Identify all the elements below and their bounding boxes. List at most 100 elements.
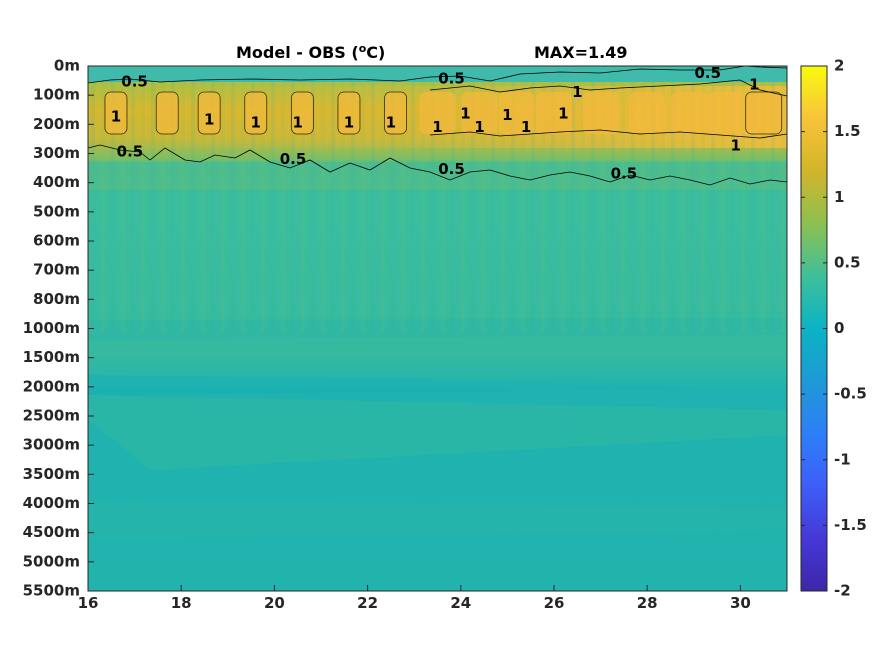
streak bbox=[591, 82, 595, 332]
colorbar-tick-label: 0 bbox=[834, 319, 844, 337]
streak bbox=[381, 82, 385, 332]
colorbar-ticks: 2 1.5 1 0.5 0 -0.5 -1 -1.5 -2 bbox=[801, 57, 867, 600]
streak bbox=[711, 82, 715, 332]
y-tick-label: 800m bbox=[33, 290, 80, 308]
streak bbox=[651, 82, 655, 332]
streak bbox=[761, 82, 765, 332]
contour-label: 0.5 bbox=[121, 73, 148, 91]
streak bbox=[241, 82, 245, 332]
contour-label: 0.5 bbox=[438, 160, 465, 178]
streak bbox=[341, 82, 345, 332]
x-tick-label: 28 bbox=[637, 594, 658, 612]
y-tick-label: 100m bbox=[33, 86, 80, 104]
contour-label: 1 bbox=[521, 118, 531, 136]
x-tick-label: 24 bbox=[450, 594, 471, 612]
colorbar-tick-label: -1 bbox=[834, 450, 851, 468]
y-tick-label: 3000m bbox=[23, 436, 80, 454]
warm-core bbox=[498, 92, 535, 134]
y-tick-label: 1000m bbox=[23, 319, 80, 337]
streak bbox=[741, 82, 745, 332]
streak bbox=[751, 82, 755, 332]
streak bbox=[161, 82, 165, 332]
warm-core bbox=[671, 92, 708, 134]
contour-0.5-lower bbox=[87, 144, 788, 186]
streak bbox=[331, 82, 335, 332]
contour-label: 1 bbox=[292, 113, 302, 131]
streak bbox=[151, 82, 155, 332]
streak bbox=[451, 82, 455, 332]
streak bbox=[701, 82, 705, 332]
streak bbox=[111, 82, 115, 332]
streak bbox=[291, 82, 295, 332]
y-tick-label: 2000m bbox=[23, 377, 80, 395]
streak bbox=[301, 82, 305, 332]
streak bbox=[771, 82, 775, 332]
colorbar-tick-label: 0.5 bbox=[834, 253, 861, 271]
streak bbox=[511, 82, 515, 332]
cool-tongue bbox=[88, 375, 730, 395]
warm-core bbox=[104, 91, 128, 135]
contour-label: 0.5 bbox=[611, 164, 638, 182]
surface-strip bbox=[88, 66, 787, 82]
x-axis: 16 18 20 22 24 26 28 30 bbox=[78, 585, 751, 612]
streak bbox=[571, 82, 575, 332]
y-tick-label: 700m bbox=[33, 261, 80, 279]
x-tick-label: 20 bbox=[264, 594, 285, 612]
y-tick-label: 500m bbox=[33, 202, 80, 220]
streak bbox=[661, 82, 665, 332]
streak bbox=[501, 82, 505, 332]
streak bbox=[481, 82, 485, 332]
chart-title: Model - OBS (oC) bbox=[236, 42, 385, 62]
y-tick-label: 1500m bbox=[23, 348, 80, 366]
streak bbox=[131, 82, 135, 332]
streak bbox=[541, 82, 545, 332]
x-tick-label: 18 bbox=[171, 594, 192, 612]
contour-0.5-upper bbox=[87, 65, 788, 84]
colorbar-tick-label: 2 bbox=[834, 57, 844, 75]
vertical-streaks bbox=[91, 82, 785, 332]
contour-label: 1 bbox=[344, 113, 354, 131]
streak bbox=[431, 82, 435, 332]
streak bbox=[251, 82, 255, 332]
streak bbox=[521, 82, 525, 332]
streak bbox=[221, 82, 225, 332]
warm-core bbox=[745, 91, 783, 135]
streak bbox=[391, 82, 395, 332]
contour-label: 1 bbox=[558, 105, 568, 123]
streak bbox=[171, 82, 175, 332]
streak bbox=[401, 82, 405, 332]
contour-label: 1 bbox=[502, 106, 512, 124]
colorbar-tick-label: -1.5 bbox=[834, 516, 867, 534]
warm-core bbox=[290, 91, 314, 135]
streak bbox=[191, 82, 195, 332]
y-tick-label: 300m bbox=[33, 144, 80, 162]
y-tick-label: 200m bbox=[33, 115, 80, 133]
streak bbox=[271, 82, 275, 332]
contour-label: 0.5 bbox=[117, 143, 144, 161]
y-tick-label: 600m bbox=[33, 232, 80, 250]
contour-label: 1 bbox=[251, 113, 261, 131]
warm-core bbox=[629, 92, 666, 134]
streak bbox=[621, 82, 625, 332]
warm-core bbox=[536, 92, 572, 134]
streak bbox=[121, 82, 125, 332]
streak bbox=[631, 82, 635, 332]
streak bbox=[641, 82, 645, 332]
x-tick-label: 16 bbox=[78, 594, 99, 612]
streak bbox=[441, 82, 445, 332]
streak bbox=[361, 82, 365, 332]
y-tick-label: 4000m bbox=[23, 494, 80, 512]
streak bbox=[101, 82, 105, 332]
warm-core bbox=[155, 91, 179, 135]
y-tick-label: 0m bbox=[54, 57, 80, 75]
streak bbox=[351, 82, 355, 332]
colorbar-tick-label: 1 bbox=[834, 188, 844, 206]
y-tick-label: 400m bbox=[33, 173, 80, 191]
contour-label: 1 bbox=[386, 113, 396, 131]
contour-label: 1 bbox=[204, 110, 214, 128]
streak bbox=[261, 82, 265, 332]
y-tick-label: 5000m bbox=[23, 552, 80, 570]
streak bbox=[371, 82, 375, 332]
streak bbox=[731, 82, 735, 332]
